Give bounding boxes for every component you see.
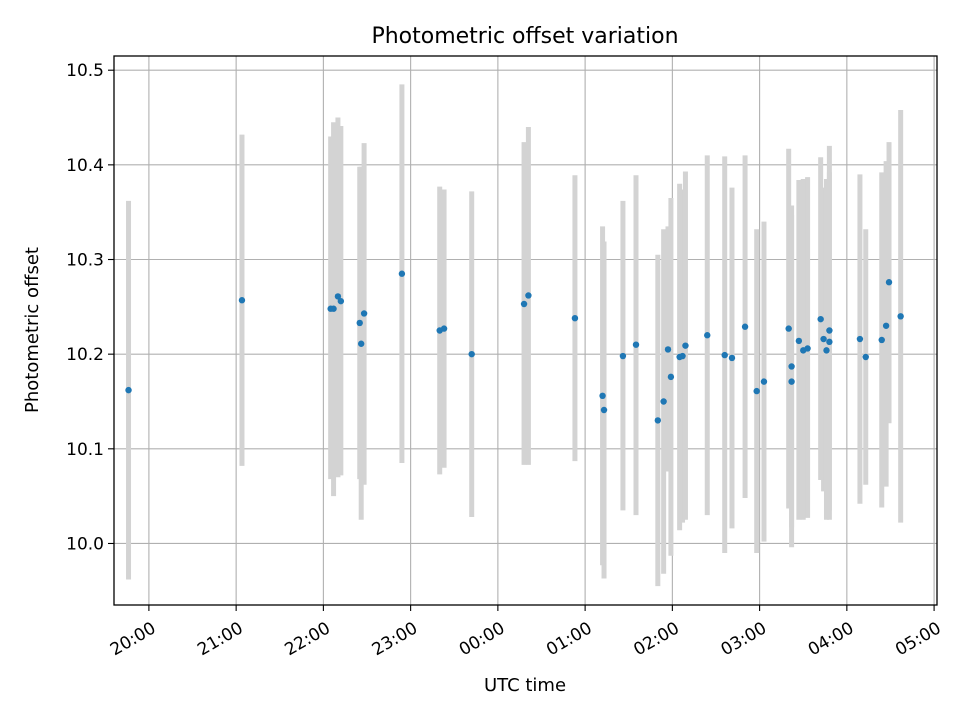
data-point bbox=[804, 345, 811, 352]
data-point bbox=[788, 363, 795, 370]
y-tick-label: 10.1 bbox=[66, 440, 104, 460]
data-point bbox=[125, 386, 132, 394]
data-point bbox=[682, 342, 689, 349]
data-point bbox=[571, 314, 579, 322]
data-point bbox=[788, 378, 795, 385]
data-point bbox=[826, 338, 833, 346]
data-point bbox=[721, 351, 728, 359]
data-point bbox=[357, 340, 365, 347]
data-point bbox=[862, 353, 869, 361]
data-point bbox=[667, 373, 675, 381]
data-point bbox=[664, 346, 672, 353]
data-point bbox=[330, 305, 337, 312]
data-point bbox=[882, 322, 890, 329]
data-point bbox=[878, 336, 885, 344]
data-point bbox=[785, 325, 792, 332]
data-point bbox=[632, 341, 640, 348]
data-point bbox=[753, 387, 760, 395]
data-point bbox=[704, 332, 711, 339]
y-axis-label: Photometric offset bbox=[22, 247, 43, 413]
y-axis-ticks: 10.0 10.1 10.2 10.3 10.4 10.5 bbox=[66, 61, 114, 554]
x-axis-label: UTC time bbox=[484, 675, 566, 696]
data-point bbox=[660, 398, 667, 405]
data-point bbox=[600, 406, 608, 414]
data-point bbox=[619, 352, 627, 360]
y-tick-label: 10.3 bbox=[66, 251, 104, 271]
data-point bbox=[525, 292, 532, 299]
data-point bbox=[337, 297, 345, 305]
data-point bbox=[897, 313, 904, 320]
data-point bbox=[817, 315, 824, 323]
y-tick-label: 10.2 bbox=[66, 345, 104, 365]
data-points bbox=[125, 270, 904, 424]
data-point bbox=[360, 310, 368, 317]
data-point bbox=[238, 297, 246, 304]
y-tick-label: 10.5 bbox=[66, 61, 104, 81]
data-point bbox=[823, 347, 830, 354]
y-tick-label: 10.4 bbox=[66, 156, 104, 176]
data-point bbox=[856, 335, 864, 343]
data-point bbox=[795, 337, 803, 345]
data-point bbox=[468, 350, 475, 358]
data-point bbox=[741, 323, 749, 330]
data-point bbox=[654, 417, 662, 424]
data-point bbox=[334, 293, 342, 300]
data-point bbox=[885, 279, 893, 286]
chart-title: Photometric offset variation bbox=[371, 24, 678, 49]
plot-frame bbox=[113, 55, 938, 606]
data-point bbox=[440, 325, 448, 332]
data-point bbox=[826, 327, 833, 334]
data-point bbox=[728, 354, 736, 362]
data-point bbox=[356, 319, 363, 327]
y-tick-label: 10.0 bbox=[66, 534, 104, 554]
data-point bbox=[520, 300, 528, 308]
data-point bbox=[760, 378, 768, 385]
data-point bbox=[820, 335, 827, 343]
data-point bbox=[599, 392, 606, 400]
data-point bbox=[679, 352, 686, 360]
data-point bbox=[398, 270, 406, 277]
